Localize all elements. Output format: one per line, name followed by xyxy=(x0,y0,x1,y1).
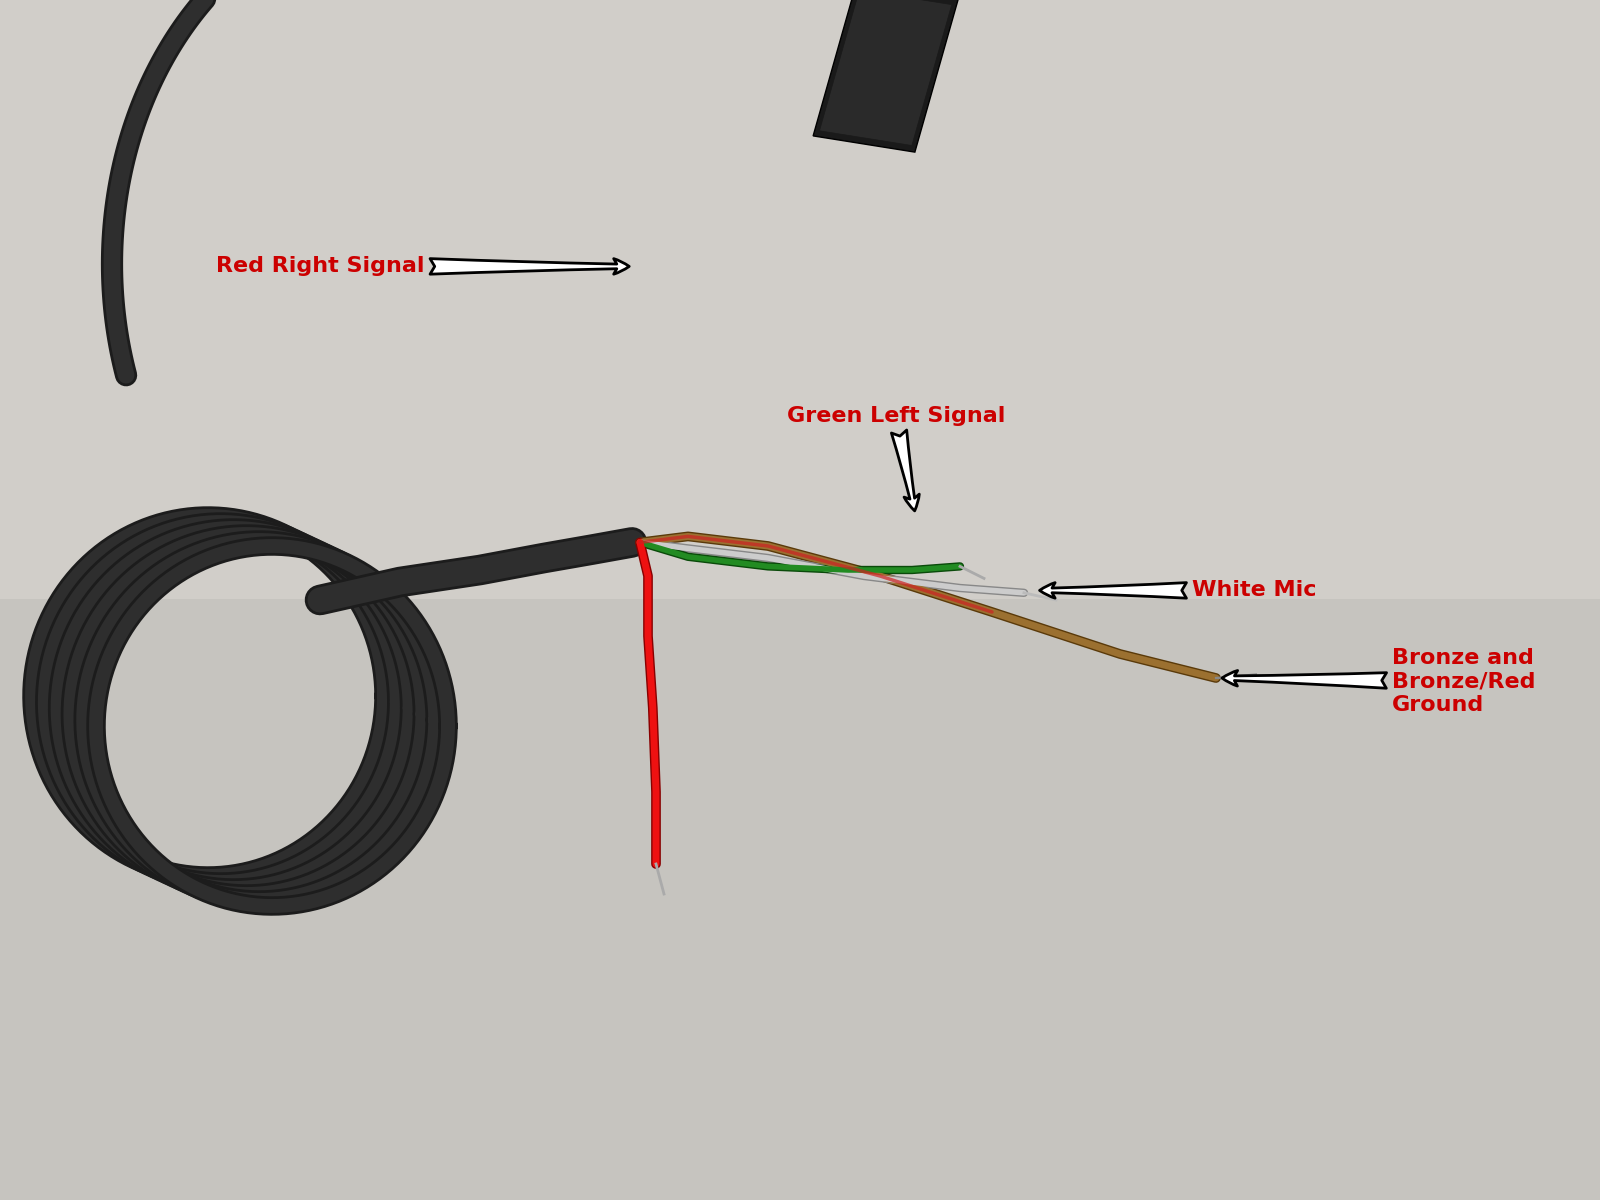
Text: Bronze and
Bronze/Red
Ground: Bronze and Bronze/Red Ground xyxy=(1222,648,1536,715)
Polygon shape xyxy=(819,0,952,145)
Text: White Mic: White Mic xyxy=(1040,581,1317,600)
Polygon shape xyxy=(813,0,958,152)
Text: Green Left Signal: Green Left Signal xyxy=(787,406,1005,511)
Text: Red Right Signal: Red Right Signal xyxy=(216,257,629,276)
